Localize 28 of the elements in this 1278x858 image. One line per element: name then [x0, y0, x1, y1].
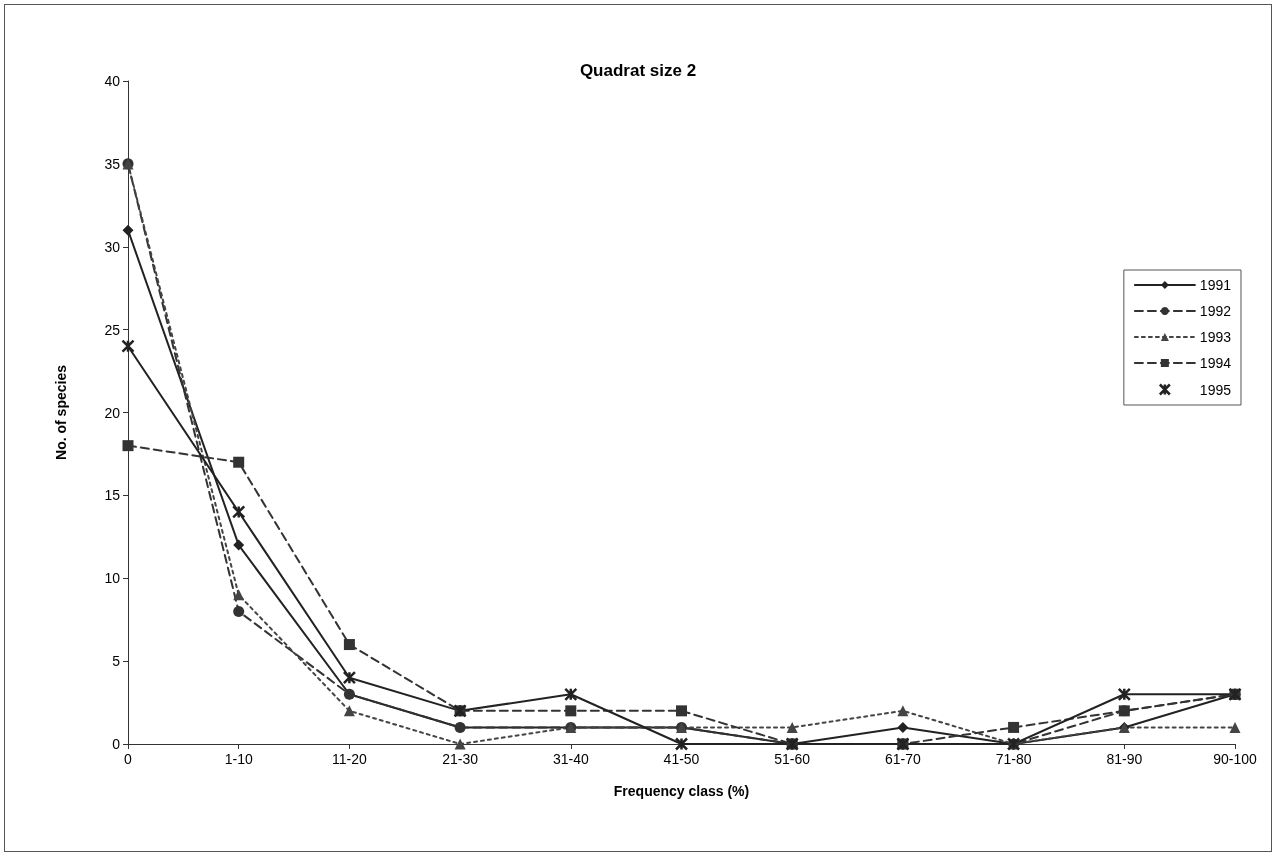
y-axis-title: No. of species — [53, 364, 69, 460]
legend-label: 1993 — [1199, 329, 1232, 345]
x-tick-label: 31-40 — [552, 751, 589, 767]
x-tick-label: 11-20 — [332, 751, 367, 767]
x-tick-label: 1-10 — [224, 751, 253, 767]
y-tick-label: 20 — [104, 404, 121, 421]
y-tick-label: 15 — [104, 487, 121, 504]
x-tick-label: 51-60 — [774, 751, 811, 767]
y-tick-label: 5 — [112, 653, 121, 670]
chart-title: Quadrat size 2 — [579, 61, 697, 80]
x-tick-label: 81-90 — [1106, 751, 1143, 767]
legend-label: 1992 — [1199, 303, 1232, 319]
x-tick-label: 61-70 — [884, 751, 922, 767]
x-tick-label: 71-80 — [995, 751, 1032, 767]
legend-label: 1991 — [1199, 277, 1232, 293]
x-tick-label: 21-30 — [442, 751, 479, 767]
legend-label: 1995 — [1199, 381, 1232, 398]
y-tick-label: 0 — [112, 736, 121, 752]
y-tick-label: 30 — [104, 238, 121, 255]
x-axis-title: Frequency class (%) — [613, 783, 750, 799]
legend-label: 1994 — [1199, 355, 1232, 371]
y-tick-label: 10 — [104, 570, 121, 587]
y-tick-label: 35 — [104, 155, 121, 172]
x-tick-label: 0 — [124, 751, 133, 767]
y-tick-label: 40 — [104, 73, 121, 89]
y-tick-label: 25 — [104, 321, 121, 338]
x-tick-label: 41-50 — [663, 751, 700, 767]
x-tick-label: 90-100 — [1213, 751, 1258, 767]
